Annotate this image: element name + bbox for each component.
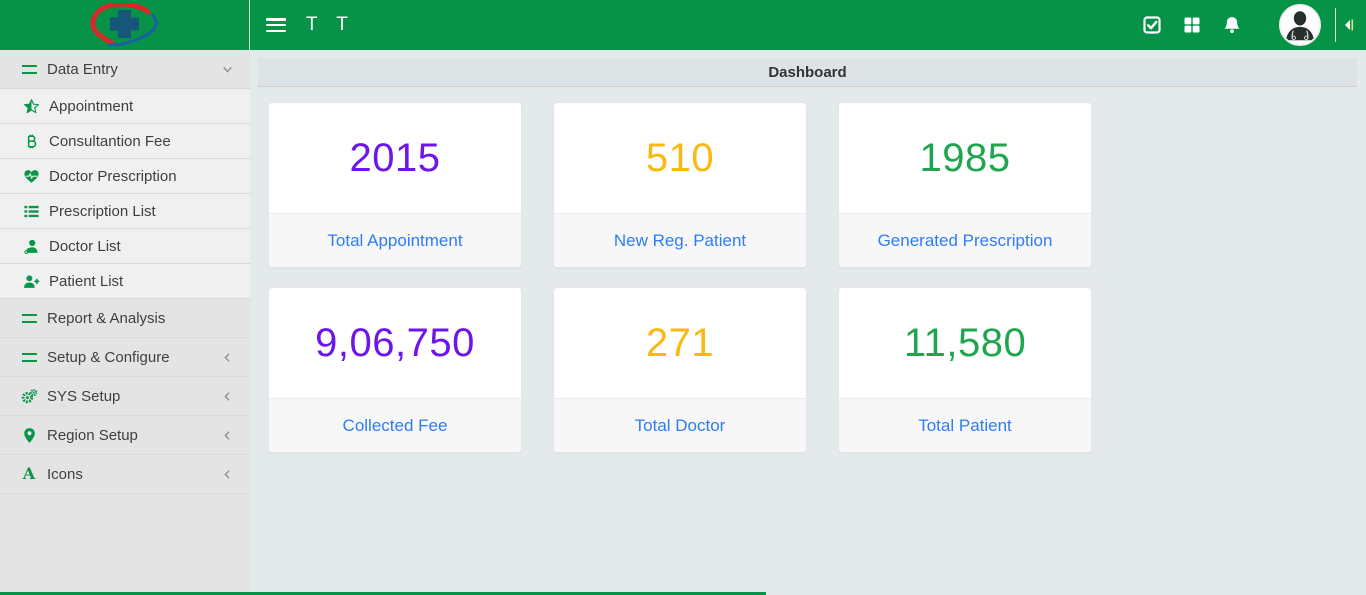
sidebar-item-label: Consultantion Fee <box>49 132 171 150</box>
brand-text: T T <box>306 14 355 35</box>
bars-icon <box>18 64 40 74</box>
stat-card-total-appointment: 2015 Total Appointment <box>268 102 522 268</box>
stat-card-link[interactable]: Total Doctor <box>554 398 806 452</box>
sidebar-item-label: Appointment <box>49 97 134 115</box>
stat-card-collected-fee: 9,06,750 Collected Fee <box>268 287 522 453</box>
header-actions <box>1141 0 1366 50</box>
stat-card-new-reg-patient: 510 New Reg. Patient <box>553 102 807 268</box>
map-marker-icon <box>18 427 40 444</box>
sidebar: Data Entry Appointment Consultantion Fee… <box>0 50 250 595</box>
sidebar-item-label: Setup & Configure <box>47 348 170 366</box>
heartbeat-icon <box>20 168 42 185</box>
stat-cards-grid: 2015 Total Appointment 510 New Reg. Pati… <box>268 102 1366 453</box>
stat-card-total-patient: 11,580 Total Patient <box>838 287 1092 453</box>
bottom-accent-strip <box>0 592 766 595</box>
sidebar-item-label: Data Entry <box>47 60 118 78</box>
stat-card-link[interactable]: Total Appointment <box>269 213 521 267</box>
sidebar-item-label: Doctor List <box>49 237 121 255</box>
stat-label: New Reg. Patient <box>613 230 747 250</box>
sidebar-item-region-setup[interactable]: Region Setup <box>0 416 250 455</box>
sidebar-item-label: SYS Setup <box>47 387 121 405</box>
stat-label: Generated Prescription <box>877 230 1053 250</box>
page-titlebar: Dashboard <box>258 58 1357 87</box>
stat-value: 11,580 <box>903 320 1027 365</box>
top-header: T T <box>0 0 1366 50</box>
list-icon <box>20 203 42 220</box>
sidebar-item-icons[interactable]: A Icons <box>0 455 250 494</box>
header-main: T T <box>250 0 1366 50</box>
btc-icon <box>20 133 42 150</box>
star-half-icon <box>20 98 42 115</box>
chevron-left-icon <box>221 429 234 442</box>
font-icon: A <box>22 464 36 483</box>
sidebar-item-label: Icons <box>47 465 83 483</box>
sidebar-item-label: Report & Analysis <box>47 309 166 327</box>
sidebar-item-consultation-fee[interactable]: Consultantion Fee <box>0 124 250 159</box>
tasks-check-icon[interactable] <box>1141 14 1163 36</box>
bars-icon <box>18 313 40 323</box>
stat-value: 9,06,750 <box>315 320 475 365</box>
stat-value: 271 <box>645 320 715 365</box>
header-divider <box>1335 8 1336 42</box>
stat-label: Total Appointment <box>327 230 463 250</box>
sidebar-item-report-analysis[interactable]: Report & Analysis <box>0 299 250 338</box>
grid-icon[interactable] <box>1181 14 1203 36</box>
stat-card-generated-prescription: 1985 Generated Prescription <box>838 102 1092 268</box>
stat-card-total-doctor: 271 Total Doctor <box>553 287 807 453</box>
stat-card-link[interactable]: Total Patient <box>839 398 1091 452</box>
stat-value: 510 <box>645 135 715 180</box>
sidebar-item-prescription-list[interactable]: Prescription List <box>0 194 250 229</box>
sidebar-item-doctor-list[interactable]: Doctor List <box>0 229 250 264</box>
user-avatar[interactable] <box>1279 4 1321 46</box>
stat-value: 1985 <box>919 135 1011 180</box>
sidebar-item-appointment[interactable]: Appointment <box>0 89 250 124</box>
stat-card-link[interactable]: Collected Fee <box>269 398 521 452</box>
brand-logo[interactable] <box>0 0 250 50</box>
chevron-left-icon <box>221 468 234 481</box>
collapse-panel-icon[interactable] <box>1336 5 1362 45</box>
chevron-left-icon <box>221 351 234 364</box>
stat-card-link[interactable]: Generated Prescription <box>839 213 1091 267</box>
menu-icon[interactable] <box>266 18 286 32</box>
user-plus-icon <box>20 273 42 290</box>
bell-icon[interactable] <box>1221 14 1243 36</box>
sidebar-item-setup-configure[interactable]: Setup & Configure <box>0 338 250 377</box>
stat-value: 2015 <box>349 135 441 180</box>
bars-icon <box>18 352 40 362</box>
sidebar-item-label: Prescription List <box>49 202 156 220</box>
sidebar-item-label: Region Setup <box>47 426 138 444</box>
stat-card-link[interactable]: New Reg. Patient <box>554 213 806 267</box>
sidebar-item-label: Patient List <box>49 272 124 290</box>
sidebar-item-sys-setup[interactable]: SYS Setup <box>0 377 250 416</box>
gears-icon <box>18 388 40 405</box>
chevron-left-icon <box>221 390 234 403</box>
sidebar-item-patient-list[interactable]: Patient List <box>0 264 250 299</box>
sidebar-item-data-entry[interactable]: Data Entry <box>0 50 250 89</box>
stat-label: Total Patient <box>918 415 1012 435</box>
sidebar-item-label: Doctor Prescription <box>49 167 177 185</box>
doctor-icon <box>20 238 42 255</box>
chevron-down-icon <box>221 63 234 76</box>
heart-cross-logo-icon <box>89 3 158 47</box>
sidebar-item-doctor-prescription[interactable]: Doctor Prescription <box>0 159 250 194</box>
stat-label: Collected Fee <box>342 415 448 435</box>
stat-label: Total Doctor <box>634 415 726 435</box>
page-title: Dashboard <box>768 63 847 81</box>
main-content: Dashboard 2015 Total Appointment 510 New… <box>250 50 1366 595</box>
